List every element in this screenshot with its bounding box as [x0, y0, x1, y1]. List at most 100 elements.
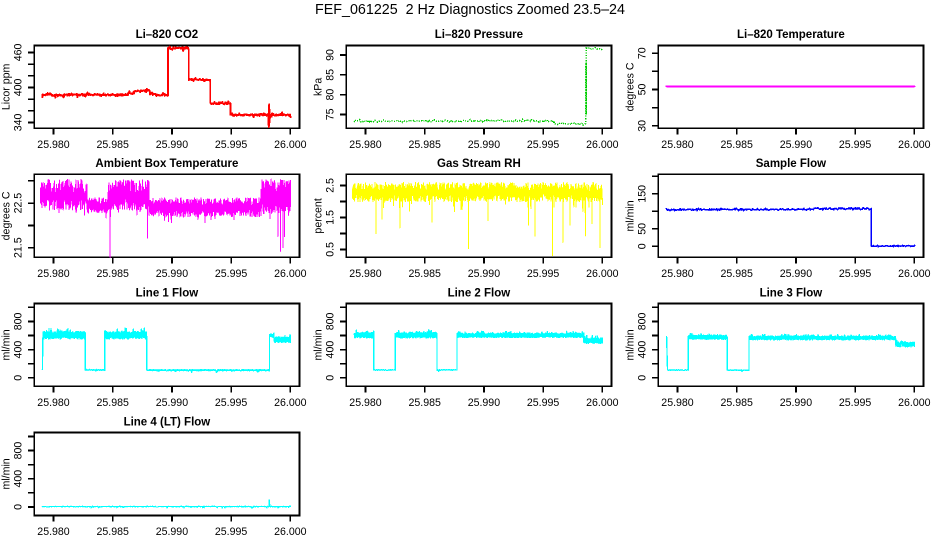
svg-text:50: 50 — [636, 223, 648, 235]
svg-text:25.985: 25.985 — [96, 526, 129, 538]
svg-text:0: 0 — [636, 243, 648, 249]
svg-text:FEF_061225 2 Hz Diagnostics Z: FEF_061225 2 Hz Diagnostics Zoomed 23.5–… — [315, 2, 625, 18]
svg-text:25.980: 25.980 — [37, 268, 70, 280]
svg-text:80: 80 — [324, 89, 336, 101]
svg-text:400: 400 — [12, 341, 24, 359]
svg-text:25.990: 25.990 — [156, 397, 189, 409]
svg-text:0: 0 — [324, 375, 336, 381]
svg-text:50: 50 — [636, 84, 648, 96]
svg-text:25.995: 25.995 — [839, 268, 872, 280]
svg-text:26.000: 26.000 — [898, 139, 931, 151]
svg-text:26.000: 26.000 — [586, 139, 619, 151]
svg-text:26.000: 26.000 — [898, 268, 931, 280]
svg-text:25.990: 25.990 — [468, 139, 501, 151]
svg-text:25.995: 25.995 — [839, 397, 872, 409]
svg-text:25.995: 25.995 — [527, 397, 560, 409]
svg-text:Line 3 Flow: Line 3 Flow — [760, 287, 823, 299]
svg-text:25.985: 25.985 — [408, 139, 441, 151]
svg-text:25.980: 25.980 — [661, 268, 694, 280]
svg-text:percent: percent — [313, 198, 325, 233]
svg-text:Ambient Box Temperature: Ambient Box Temperature — [95, 158, 238, 170]
svg-text:25.985: 25.985 — [96, 268, 129, 280]
svg-text:0: 0 — [12, 375, 24, 381]
svg-text:25.995: 25.995 — [215, 397, 248, 409]
svg-text:21.5: 21.5 — [12, 237, 24, 258]
svg-text:800: 800 — [324, 312, 336, 330]
svg-text:90: 90 — [324, 49, 336, 61]
svg-text:Li–820 Pressure: Li–820 Pressure — [435, 29, 523, 41]
svg-text:25.980: 25.980 — [349, 397, 382, 409]
svg-text:Line 2 Flow: Line 2 Flow — [448, 287, 511, 299]
svg-text:Li–820 Temperature: Li–820 Temperature — [737, 29, 845, 41]
svg-text:25.990: 25.990 — [780, 139, 813, 151]
svg-text:Li–820 CO2: Li–820 CO2 — [136, 29, 199, 41]
svg-text:26.000: 26.000 — [586, 397, 619, 409]
svg-text:25.980: 25.980 — [349, 139, 382, 151]
svg-text:25.990: 25.990 — [156, 268, 189, 280]
svg-text:25.980: 25.980 — [37, 526, 70, 538]
svg-text:800: 800 — [12, 312, 24, 330]
svg-text:25.995: 25.995 — [215, 139, 248, 151]
svg-text:ml/min: ml/min — [625, 200, 637, 231]
svg-text:ml/min: ml/min — [1, 458, 13, 489]
svg-text:25.985: 25.985 — [720, 397, 753, 409]
svg-text:25.995: 25.995 — [527, 139, 560, 151]
svg-text:800: 800 — [12, 442, 24, 460]
svg-text:26.000: 26.000 — [274, 139, 307, 151]
svg-text:2.5: 2.5 — [324, 178, 336, 193]
svg-text:26.000: 26.000 — [274, 397, 307, 409]
svg-text:0: 0 — [12, 504, 24, 510]
svg-text:1.5: 1.5 — [324, 210, 336, 225]
svg-text:400: 400 — [636, 341, 648, 359]
svg-text:25.990: 25.990 — [468, 397, 501, 409]
svg-text:400: 400 — [324, 341, 336, 359]
svg-text:25.985: 25.985 — [408, 397, 441, 409]
svg-text:70: 70 — [636, 47, 648, 59]
svg-text:150: 150 — [636, 185, 648, 203]
svg-text:0.5: 0.5 — [324, 242, 336, 257]
svg-text:25.985: 25.985 — [720, 268, 753, 280]
svg-text:800: 800 — [636, 312, 648, 330]
svg-text:22.5: 22.5 — [12, 193, 24, 214]
svg-text:25.980: 25.980 — [349, 268, 382, 280]
svg-text:340: 340 — [12, 113, 24, 131]
svg-text:25.990: 25.990 — [780, 397, 813, 409]
svg-text:ml/min: ml/min — [625, 329, 637, 360]
svg-text:26.000: 26.000 — [586, 268, 619, 280]
svg-text:Line 1 Flow: Line 1 Flow — [136, 287, 199, 299]
svg-text:75: 75 — [324, 108, 336, 120]
svg-text:ml/min: ml/min — [1, 329, 13, 360]
svg-text:25.995: 25.995 — [527, 268, 560, 280]
svg-text:25.995: 25.995 — [839, 139, 872, 151]
svg-text:ml/min: ml/min — [313, 329, 325, 360]
svg-text:25.985: 25.985 — [96, 397, 129, 409]
svg-text:25.990: 25.990 — [156, 526, 189, 538]
svg-text:400: 400 — [12, 78, 24, 96]
svg-text:0: 0 — [636, 375, 648, 381]
svg-text:25.985: 25.985 — [96, 139, 129, 151]
svg-text:25.995: 25.995 — [215, 526, 248, 538]
svg-text:85: 85 — [324, 69, 336, 81]
svg-text:26.000: 26.000 — [898, 397, 931, 409]
svg-text:400: 400 — [12, 470, 24, 488]
svg-text:degrees C: degrees C — [625, 62, 637, 111]
svg-text:25.990: 25.990 — [156, 139, 189, 151]
svg-text:Sample Flow: Sample Flow — [756, 158, 826, 170]
svg-text:460: 460 — [12, 43, 24, 61]
svg-text:kPa: kPa — [313, 78, 325, 96]
svg-text:Line 4 (LT) Flow: Line 4 (LT) Flow — [124, 416, 211, 428]
svg-text:25.980: 25.980 — [661, 397, 694, 409]
svg-text:30: 30 — [636, 120, 648, 132]
svg-text:25.985: 25.985 — [408, 268, 441, 280]
svg-text:25.980: 25.980 — [661, 139, 694, 151]
svg-text:25.990: 25.990 — [780, 268, 813, 280]
svg-text:25.980: 25.980 — [37, 139, 70, 151]
svg-text:Licor ppm: Licor ppm — [1, 63, 13, 110]
svg-text:26.000: 26.000 — [274, 268, 307, 280]
svg-text:26.000: 26.000 — [274, 526, 307, 538]
svg-text:25.980: 25.980 — [37, 397, 70, 409]
svg-text:Gas Stream RH: Gas Stream RH — [437, 158, 521, 170]
svg-text:25.990: 25.990 — [468, 268, 501, 280]
svg-text:degrees C: degrees C — [1, 191, 13, 240]
svg-text:25.995: 25.995 — [215, 268, 248, 280]
